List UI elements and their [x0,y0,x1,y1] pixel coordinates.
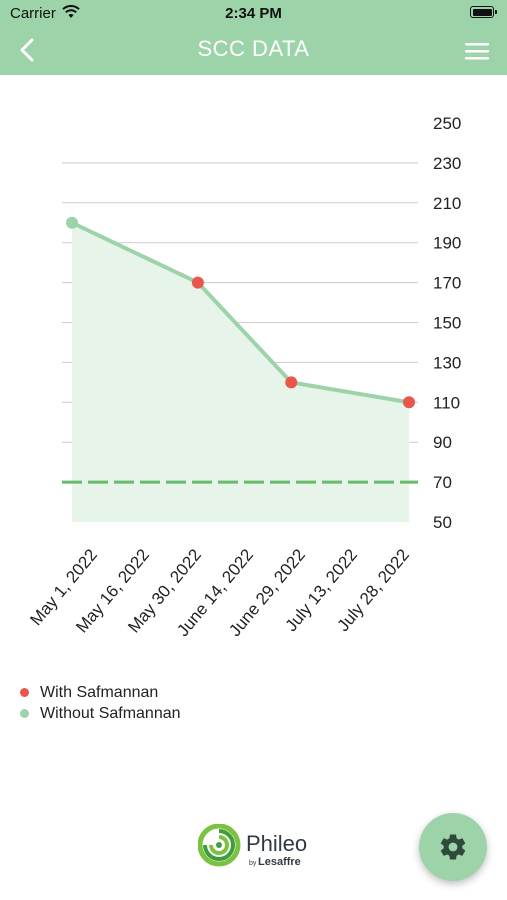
y-tick-label: 110 [433,393,460,412]
legend-dot-red [20,688,29,697]
legend-label: With Safmannan [40,684,159,701]
status-bar: Carrier 2:34 PM [0,0,507,28]
logo-subtitle: Lesaffre [258,856,301,868]
y-tick-label: 150 [433,314,461,333]
carrier-label: Carrier [10,5,56,22]
page-title: SCC DATA [197,36,310,61]
battery-icon [470,6,497,18]
legend-label: Without Safmannan [40,705,181,722]
legend-dot-green [20,709,29,718]
chart-points [66,216,415,409]
y-tick-label: 50 [433,513,452,532]
phileo-logo-mark: Phileo by Lesaffre [197,823,307,868]
y-tick-label: 130 [433,353,461,372]
logo-by: by [249,860,257,867]
logo-wordmark: Phileo [246,831,307,856]
phileo-logo: Phileo by Lesaffre [197,823,338,870]
y-tick-label: 90 [433,433,452,452]
gear-icon [440,834,466,860]
chart-legend: With Safmannan Without Safmannan [18,682,181,724]
data-point [66,216,78,229]
y-tick-label: 190 [433,234,461,253]
wifi-icon [62,5,80,18]
hamburger-menu-icon[interactable] [462,40,492,62]
y-tick-label: 70 [433,473,452,492]
data-point [285,376,298,389]
app-header: Carrier 2:34 PM SCC DATA [0,0,507,75]
y-tick-label: 230 [433,154,461,173]
data-point [403,396,415,409]
chart-area-fill [72,222,409,522]
y-tick-label: 170 [433,274,461,293]
y-tick-label: 250 [433,114,461,133]
chevron-left-icon[interactable] [14,36,42,64]
legend-item-without: Without Safmannan [18,703,181,724]
chart-series-line [71,220,410,405]
clock: 2:34 PM [225,5,282,22]
y-axis-labels: 250 230 210 190 170 150 130 110 90 70 50 [433,114,461,532]
settings-button[interactable] [419,813,487,881]
data-point [191,276,204,289]
y-tick-label: 210 [433,194,461,213]
legend-item-with: With Safmannan [18,682,181,703]
scc-line-chart: 250 230 210 190 170 150 130 110 90 70 50 May 1, 20… [26,114,461,640]
